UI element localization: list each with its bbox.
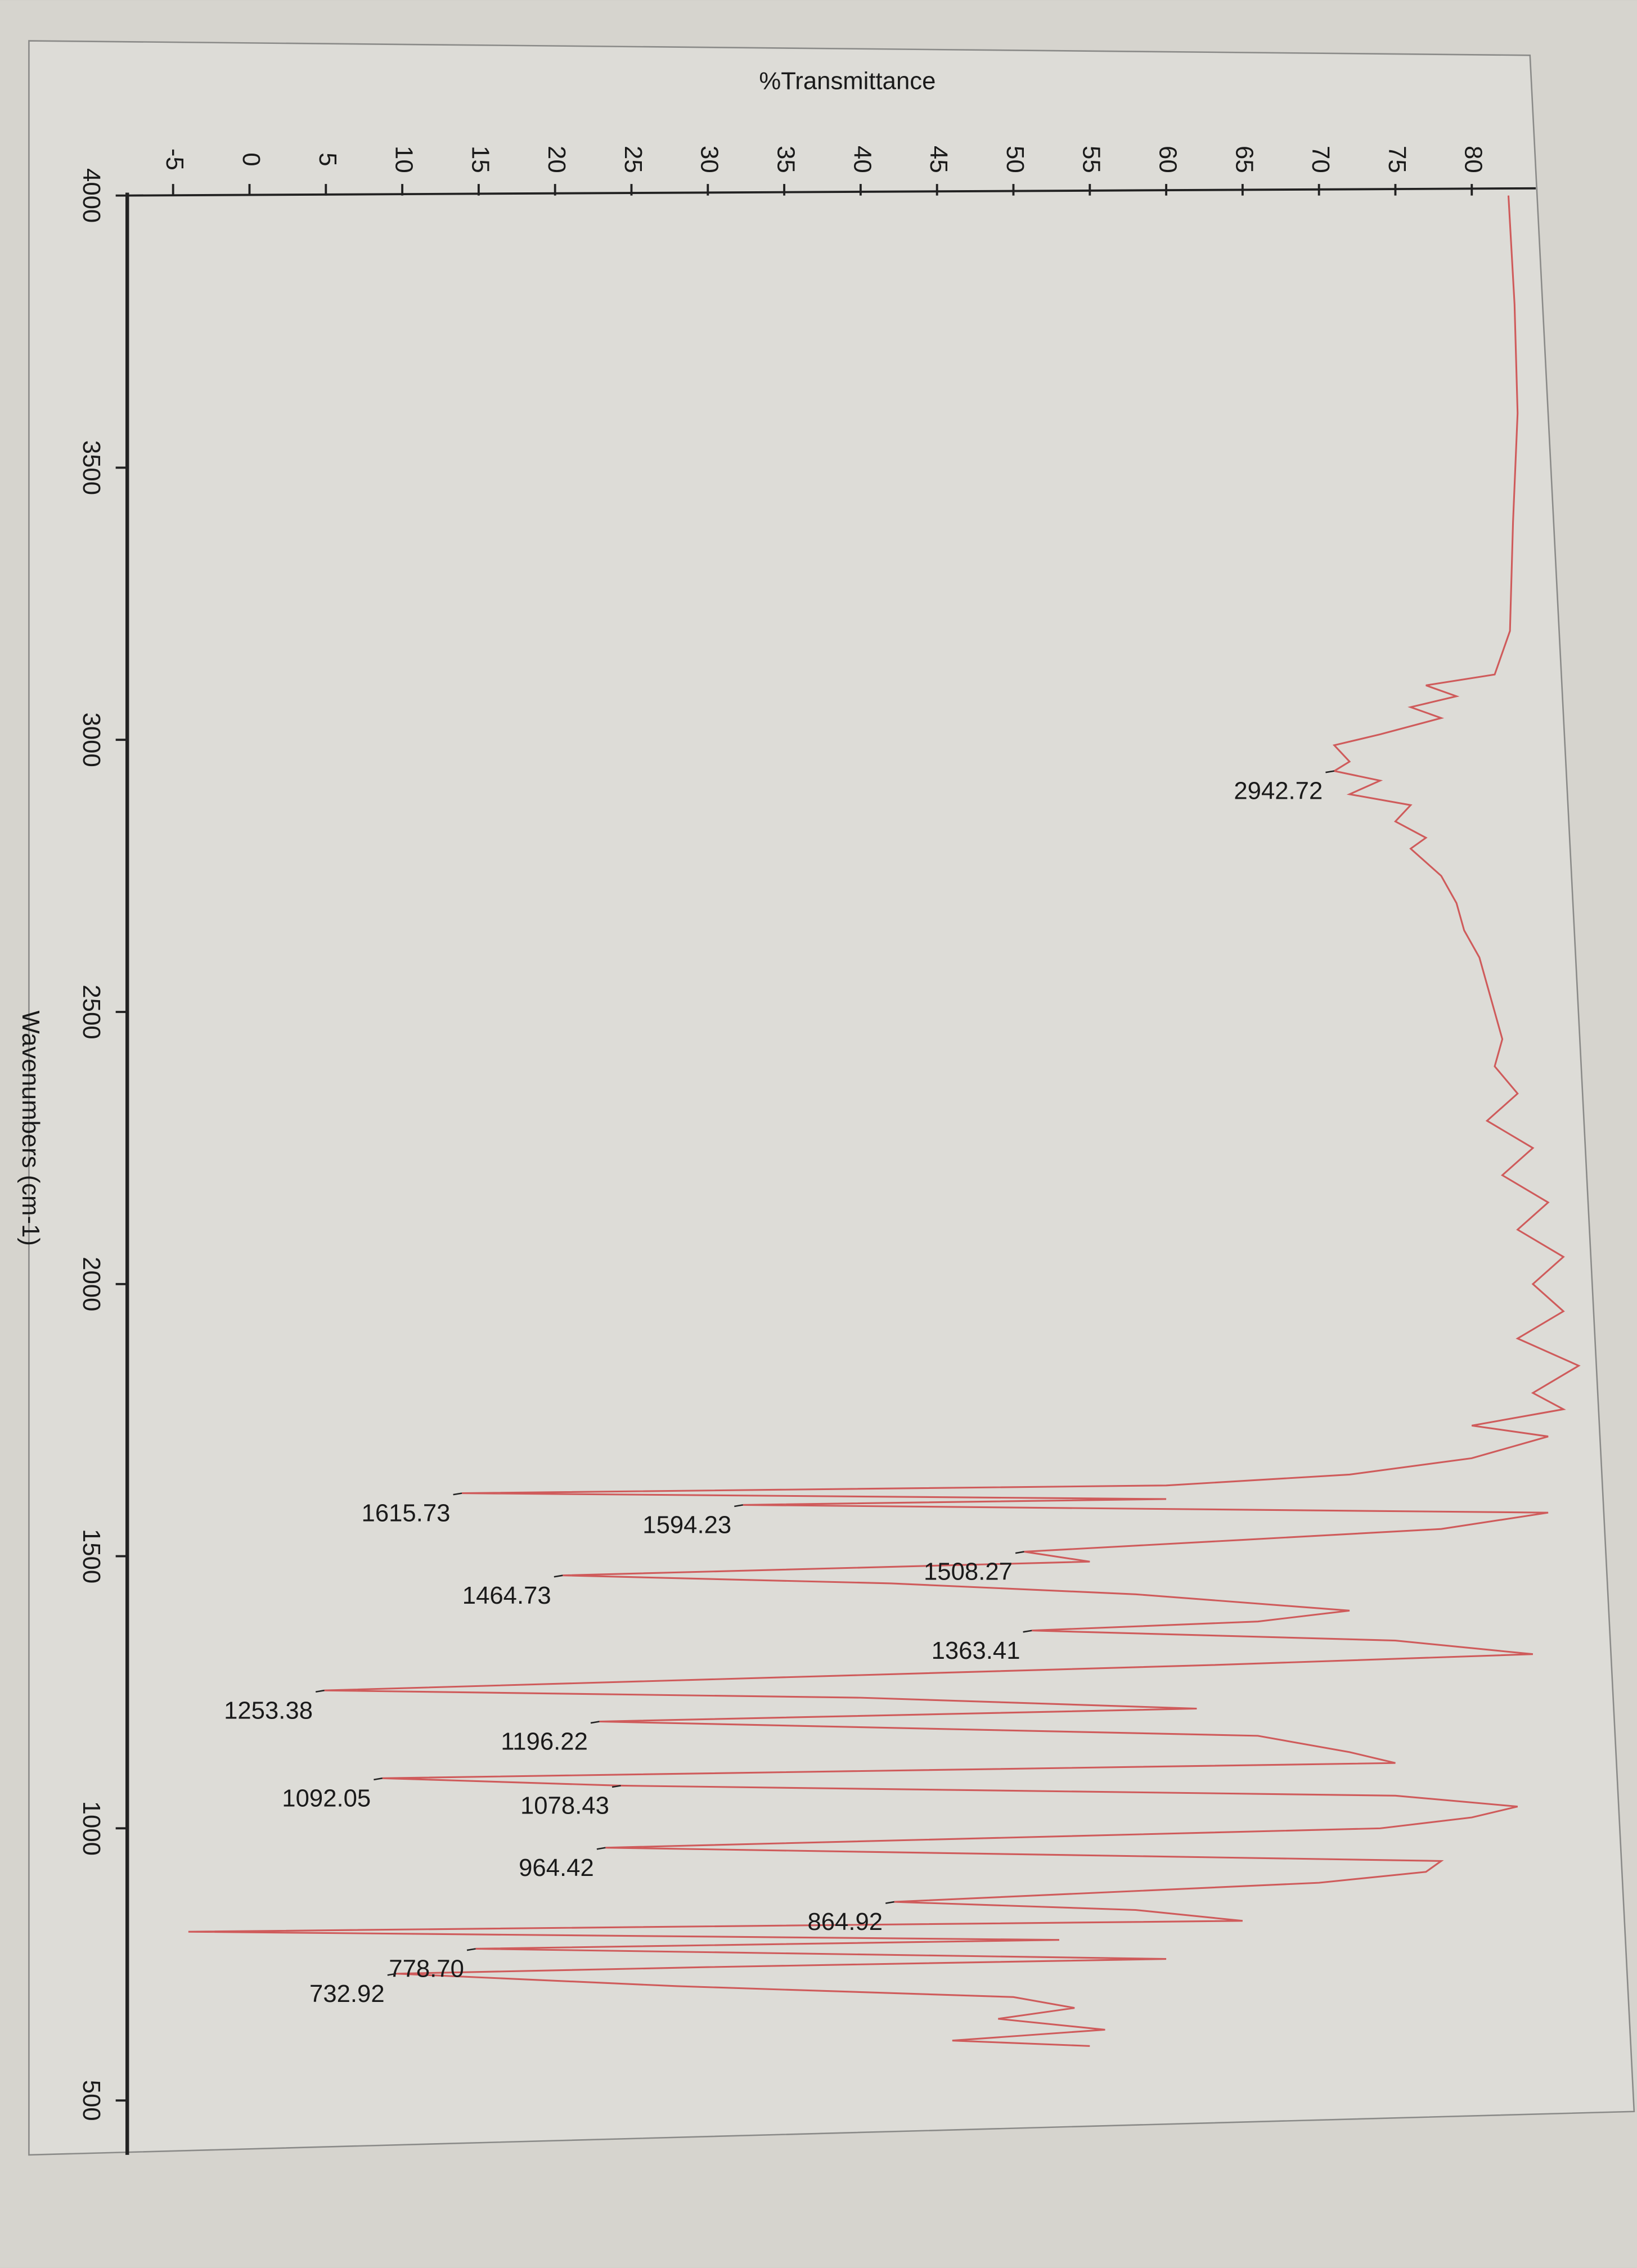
annotation-label: 732.92 xyxy=(309,1980,385,2008)
y-tick-label: 0 xyxy=(237,152,265,166)
annotation-label: 1508.27 xyxy=(924,1558,1013,1586)
y-tick-label: 70 xyxy=(1307,146,1334,173)
y-tick-label: 55 xyxy=(1078,146,1105,173)
annotation-leader xyxy=(466,1948,476,1951)
annotation-label: 1092.05 xyxy=(282,1784,371,1812)
annotation-label: 1594.23 xyxy=(642,1511,731,1538)
annotation-leader xyxy=(453,1492,462,1496)
x-tick-label: 500 xyxy=(78,2080,105,2121)
y-tick-label: -5 xyxy=(161,148,188,170)
annotation-label: 1253.38 xyxy=(224,1696,313,1724)
plot-area: 4000 3500 3000 2500 2000 1500 1000 500 -5 0 5 10 15 2… xyxy=(78,146,1581,2121)
annotation-leader xyxy=(1023,1630,1032,1633)
annotation-label: 964.42 xyxy=(519,1854,594,1882)
y-tick-label: 80 xyxy=(1460,146,1487,173)
annotation-leader xyxy=(596,1847,606,1850)
y-tick-label: 5 xyxy=(314,152,341,166)
spectrum-line xyxy=(188,195,1581,2047)
x-axis-label: Wavenumbers (cm-1) xyxy=(17,1011,44,1246)
annotation-leader xyxy=(387,1973,397,1976)
x-tick-label: 2000 xyxy=(78,1257,105,1311)
x-tick-label: 3000 xyxy=(78,713,105,767)
annotation-label: 778.70 xyxy=(389,1955,464,1983)
y-tick-label: 10 xyxy=(390,146,418,173)
annotation-label: 1615.73 xyxy=(362,1500,451,1527)
annotation-label: 1363.41 xyxy=(932,1637,1020,1664)
y-tick-label: 40 xyxy=(848,146,876,173)
annotation-label: 1464.73 xyxy=(462,1582,551,1609)
annotation-label: 2942.72 xyxy=(1234,777,1323,805)
annotation-leader xyxy=(315,1689,325,1693)
y-tick-label: 20 xyxy=(543,146,570,173)
x-tick-label: 3500 xyxy=(78,440,105,495)
y-axis-label: %Transmittance xyxy=(759,68,936,95)
y-tick-label: 15 xyxy=(466,146,494,173)
x-tick-label: 1500 xyxy=(78,1529,105,1583)
y-tick-label: 45 xyxy=(925,146,952,173)
annotation-label: 864.92 xyxy=(807,1908,883,1936)
x-tick-label: 2500 xyxy=(78,984,105,1039)
annotation-leader xyxy=(554,1574,563,1578)
annotation-leader xyxy=(885,1901,894,1904)
y-tick-label: 50 xyxy=(1001,146,1029,173)
y-axis-line xyxy=(127,187,1536,197)
x-tick-label: 4000 xyxy=(78,168,105,223)
frame xyxy=(28,40,1635,2156)
annotation-label: 1196.22 xyxy=(501,1728,588,1756)
annotation-leader xyxy=(611,1785,621,1788)
annotation-label: 1078.43 xyxy=(520,1792,609,1820)
y-tick-label: 25 xyxy=(619,146,647,173)
y-tick-label: 35 xyxy=(772,146,800,173)
annotation-leader xyxy=(590,1721,600,1724)
y-tick-label: 65 xyxy=(1230,146,1258,173)
annotation-leader xyxy=(374,1778,383,1781)
y-tick-label: 75 xyxy=(1383,146,1411,173)
annotation-leader xyxy=(734,1504,743,1508)
annotation-leader xyxy=(1325,770,1335,773)
annotation-leader xyxy=(1015,1551,1024,1554)
y-tick-label: 30 xyxy=(696,146,723,173)
y-tick-label: 60 xyxy=(1154,146,1182,173)
x-tick-label: 1000 xyxy=(78,1801,105,1856)
